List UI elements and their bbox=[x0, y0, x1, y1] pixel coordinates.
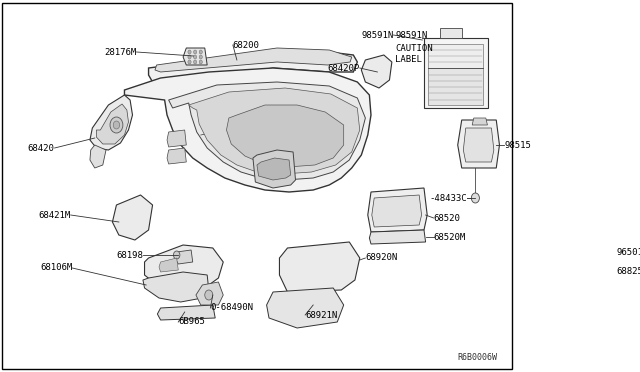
Circle shape bbox=[594, 246, 604, 258]
Polygon shape bbox=[167, 148, 186, 164]
Polygon shape bbox=[90, 145, 106, 168]
Text: 68420: 68420 bbox=[28, 144, 54, 153]
Circle shape bbox=[591, 242, 607, 262]
Polygon shape bbox=[463, 128, 494, 162]
Polygon shape bbox=[368, 188, 428, 232]
Polygon shape bbox=[196, 282, 223, 305]
Text: 68520: 68520 bbox=[434, 214, 461, 222]
Text: -48433C: -48433C bbox=[429, 193, 467, 202]
Polygon shape bbox=[458, 120, 499, 168]
Polygon shape bbox=[280, 242, 360, 292]
Circle shape bbox=[199, 50, 202, 54]
Text: 98515: 98515 bbox=[504, 141, 531, 150]
Circle shape bbox=[173, 251, 180, 259]
Polygon shape bbox=[440, 28, 461, 38]
Polygon shape bbox=[167, 130, 186, 147]
Text: 68921N: 68921N bbox=[305, 311, 337, 320]
Polygon shape bbox=[155, 48, 352, 72]
Polygon shape bbox=[428, 44, 483, 68]
Polygon shape bbox=[362, 55, 392, 88]
Circle shape bbox=[205, 290, 212, 300]
Polygon shape bbox=[428, 68, 483, 105]
Polygon shape bbox=[168, 82, 365, 180]
Text: 68421M: 68421M bbox=[38, 211, 70, 219]
Text: 0-68490N: 0-68490N bbox=[211, 304, 253, 312]
Polygon shape bbox=[143, 272, 209, 302]
Polygon shape bbox=[472, 118, 488, 125]
Circle shape bbox=[110, 117, 123, 133]
Text: 96501: 96501 bbox=[617, 247, 640, 257]
Circle shape bbox=[113, 121, 120, 129]
Text: 68420P: 68420P bbox=[328, 64, 360, 73]
Text: 68198: 68198 bbox=[116, 250, 143, 260]
Polygon shape bbox=[159, 258, 179, 272]
Circle shape bbox=[193, 60, 196, 64]
Circle shape bbox=[188, 50, 191, 54]
Polygon shape bbox=[183, 48, 207, 65]
Text: 68920N: 68920N bbox=[365, 253, 397, 263]
Circle shape bbox=[193, 55, 196, 59]
Text: 68825: 68825 bbox=[617, 267, 640, 276]
Polygon shape bbox=[253, 150, 296, 188]
Polygon shape bbox=[267, 288, 344, 328]
Text: R6B0006W: R6B0006W bbox=[458, 353, 498, 362]
Circle shape bbox=[472, 193, 479, 203]
Polygon shape bbox=[157, 305, 215, 320]
Text: 6B965: 6B965 bbox=[179, 317, 205, 327]
Polygon shape bbox=[97, 104, 129, 144]
Polygon shape bbox=[148, 52, 357, 85]
Text: 68200: 68200 bbox=[233, 41, 260, 49]
Circle shape bbox=[188, 55, 191, 59]
Polygon shape bbox=[90, 95, 132, 150]
Text: 68106M: 68106M bbox=[40, 263, 72, 273]
Circle shape bbox=[193, 50, 196, 54]
Polygon shape bbox=[257, 158, 291, 180]
Text: 98591N: 98591N bbox=[395, 31, 428, 39]
Polygon shape bbox=[227, 105, 344, 167]
Polygon shape bbox=[175, 250, 193, 264]
Circle shape bbox=[199, 60, 202, 64]
Text: CAUTION: CAUTION bbox=[395, 44, 433, 52]
Polygon shape bbox=[189, 88, 360, 174]
Circle shape bbox=[188, 60, 191, 64]
Circle shape bbox=[199, 55, 202, 59]
Text: 28176M: 28176M bbox=[104, 48, 136, 57]
Polygon shape bbox=[424, 38, 488, 108]
Polygon shape bbox=[589, 265, 609, 278]
Text: 98591N: 98591N bbox=[361, 31, 394, 39]
Polygon shape bbox=[369, 230, 426, 244]
Text: 68520M: 68520M bbox=[434, 232, 466, 241]
Text: LABEL: LABEL bbox=[395, 55, 422, 64]
Polygon shape bbox=[124, 68, 371, 192]
Polygon shape bbox=[113, 195, 152, 240]
Polygon shape bbox=[372, 195, 422, 227]
Polygon shape bbox=[145, 245, 223, 292]
